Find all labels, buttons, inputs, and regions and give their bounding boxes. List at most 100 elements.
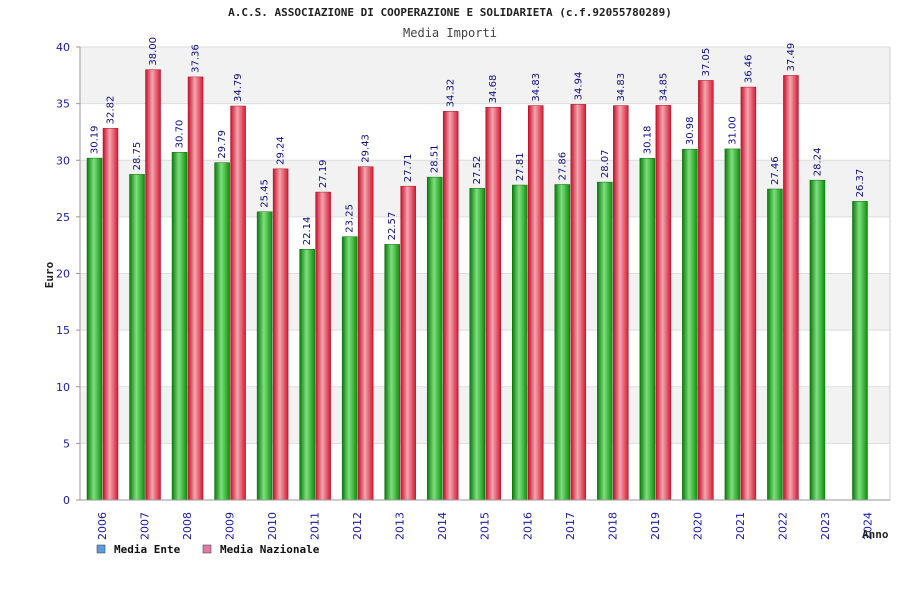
y-tick-label: 5 bbox=[63, 437, 70, 450]
bar-media-ente-2006 bbox=[86, 157, 103, 501]
bar-media-ente-2014 bbox=[426, 176, 443, 501]
value-label-media-ente-2006: 30.19 bbox=[90, 125, 101, 154]
value-label-media-ente-2007: 28.75 bbox=[132, 142, 143, 171]
bar-media-ente-2022 bbox=[767, 188, 783, 501]
legend-swatch-media-ente bbox=[96, 544, 106, 554]
value-label-media-ente-2012: 23.25 bbox=[345, 204, 356, 233]
value-label-media-ente-2013: 22.57 bbox=[387, 212, 398, 241]
y-tick-label: 0 bbox=[63, 494, 70, 507]
value-label-media-nazionale-2013: 27.71 bbox=[403, 154, 414, 183]
bar-media-nazionale-2011 bbox=[315, 191, 331, 501]
value-label-media-nazionale-2008: 37.36 bbox=[191, 44, 202, 73]
bar-media-ente-2017 bbox=[554, 184, 571, 501]
value-label-media-ente-2016: 27.81 bbox=[515, 152, 526, 181]
y-axis-label: Euro bbox=[43, 261, 56, 288]
bar-media-nazionale-2012 bbox=[357, 166, 374, 501]
bar-media-nazionale-2021 bbox=[740, 86, 757, 501]
bar-media-nazionale-2008 bbox=[187, 76, 204, 501]
x-tick-label-2011: 2011 bbox=[309, 512, 322, 540]
x-tick-label-2012: 2012 bbox=[351, 512, 364, 540]
value-label-media-nazionale-2010: 29.24 bbox=[276, 136, 287, 165]
value-label-media-ente-2010: 25.45 bbox=[260, 179, 271, 208]
value-label-media-nazionale-2018: 34.83 bbox=[616, 73, 627, 102]
legend-label-media-nazionale: Media Nazionale bbox=[220, 543, 320, 556]
bar-media-ente-2015 bbox=[469, 188, 485, 501]
bar-media-ente-2009 bbox=[214, 162, 230, 501]
value-label-media-ente-2015: 27.52 bbox=[472, 156, 483, 185]
chart-subtitle: Media Importi bbox=[403, 26, 497, 40]
chart-title: A.C.S. ASSOCIAZIONE DI COOPERAZIONE E SO… bbox=[228, 6, 672, 19]
x-tick-label-2007: 2007 bbox=[139, 512, 152, 540]
x-tick-label-2021: 2021 bbox=[734, 512, 747, 540]
value-label-media-ente-2009: 29.79 bbox=[217, 130, 228, 159]
x-tick-label-2019: 2019 bbox=[649, 512, 662, 540]
y-tick-label: 30 bbox=[56, 154, 70, 167]
value-label-media-nazionale-2020: 37.05 bbox=[701, 48, 712, 77]
bar-media-nazionale-2014 bbox=[442, 111, 459, 501]
x-tick-label-2006: 2006 bbox=[96, 512, 109, 540]
y-tick-label: 20 bbox=[56, 268, 70, 281]
value-label-media-nazionale-2011: 27.19 bbox=[318, 159, 329, 188]
legend: Media Ente Media Nazionale bbox=[96, 543, 320, 556]
value-label-media-nazionale-2009: 34.79 bbox=[233, 73, 244, 102]
x-tick-label-2008: 2008 bbox=[181, 512, 194, 540]
value-label-media-ente-2011: 22.14 bbox=[302, 217, 313, 246]
x-axis-ticks: 2006 2007 2008 2009 2010 2011 2012 2013 2014 2015… bbox=[96, 512, 874, 540]
y-tick-label: 25 bbox=[56, 211, 70, 224]
value-label-media-ente-2023: 28.24 bbox=[812, 148, 823, 177]
bar-media-nazionale-2017 bbox=[570, 104, 587, 501]
bar-media-nazionale-2007 bbox=[145, 69, 161, 501]
value-label-media-nazionale-2021: 36.46 bbox=[743, 54, 754, 83]
bar-media-nazionale-2018 bbox=[613, 105, 629, 501]
bar-media-ente-2007 bbox=[129, 174, 145, 501]
value-label-media-nazionale-2007: 38.00 bbox=[148, 37, 159, 66]
bar-media-nazionale-2010 bbox=[272, 168, 289, 501]
y-tick-label: 15 bbox=[56, 324, 70, 337]
y-tick-label: 35 bbox=[56, 98, 70, 111]
bar-media-nazionale-2016 bbox=[528, 105, 544, 501]
legend-label-media-ente: Media Ente bbox=[114, 543, 181, 556]
bar-media-nazionale-2019 bbox=[655, 105, 672, 501]
bar-media-ente-2020 bbox=[682, 148, 698, 501]
x-axis-label: Anno bbox=[862, 528, 889, 541]
bar-media-ente-2013 bbox=[384, 244, 400, 501]
value-label-media-nazionale-2022: 37.49 bbox=[786, 43, 797, 72]
value-label-media-ente-2008: 30.70 bbox=[175, 120, 186, 149]
value-label-media-nazionale-2016: 34.83 bbox=[531, 73, 542, 102]
x-tick-label-2009: 2009 bbox=[224, 512, 237, 540]
value-label-media-nazionale-2015: 34.68 bbox=[488, 75, 499, 104]
bar-media-ente-2012 bbox=[341, 236, 358, 501]
x-tick-label-2024: 2024 bbox=[861, 512, 874, 540]
value-label-media-nazionale-2006: 32.82 bbox=[106, 96, 117, 125]
value-label-media-ente-2018: 28.07 bbox=[600, 149, 611, 178]
value-labels: 30.19 32.82 28.75 38.00 30.70 37.36 29.79 34.79… bbox=[90, 37, 866, 245]
value-label-media-nazionale-2012: 29.43 bbox=[361, 134, 372, 163]
bar-media-nazionale-2013 bbox=[400, 185, 416, 501]
bars bbox=[86, 69, 868, 501]
y-tick-label: 40 bbox=[56, 41, 70, 54]
x-tick-label-2023: 2023 bbox=[819, 512, 832, 540]
bar-media-nazionale-2020 bbox=[698, 80, 714, 501]
bar-media-ente-2018 bbox=[597, 181, 613, 501]
value-label-media-ente-2020: 30.98 bbox=[685, 117, 696, 146]
bar-media-ente-2023 bbox=[809, 179, 826, 501]
legend-swatch-media-nazionale bbox=[202, 544, 212, 554]
bar-media-ente-2021 bbox=[724, 148, 741, 501]
bar-media-ente-2011 bbox=[299, 249, 315, 501]
value-label-media-ente-2014: 28.51 bbox=[430, 144, 441, 173]
value-label-media-nazionale-2019: 34.85 bbox=[658, 73, 669, 102]
bar-media-nazionale-2015 bbox=[485, 106, 501, 501]
value-label-media-ente-2024: 26.37 bbox=[855, 169, 866, 198]
x-tick-label-2015: 2015 bbox=[479, 512, 492, 540]
value-label-media-ente-2019: 30.18 bbox=[642, 126, 653, 155]
x-tick-label-2022: 2022 bbox=[776, 512, 789, 540]
x-tick-label-2013: 2013 bbox=[394, 512, 407, 540]
bar-media-ente-2008 bbox=[171, 152, 188, 501]
y-axis-ticks: 0 5 10 15 20 25 30 35 40 bbox=[56, 41, 80, 507]
x-tick-label-2020: 2020 bbox=[691, 512, 704, 540]
value-label-media-nazionale-2014: 34.32 bbox=[446, 79, 457, 108]
x-tick-label-2018: 2018 bbox=[606, 512, 619, 540]
bar-media-ente-2019 bbox=[639, 157, 656, 501]
bar-media-ente-2024 bbox=[852, 201, 868, 501]
